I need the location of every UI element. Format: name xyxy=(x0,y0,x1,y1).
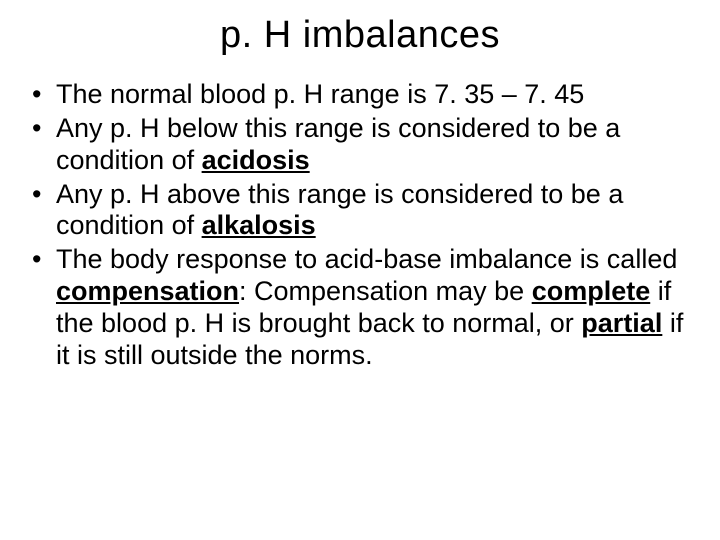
bullet-keyword: compensation xyxy=(56,276,239,306)
list-item: The normal blood p. H range is 7. 35 – 7… xyxy=(28,79,692,111)
slide: p. H imbalances The normal blood p. H ra… xyxy=(0,0,720,540)
bullet-text: Any p. H below this range is considered … xyxy=(56,113,620,175)
bullet-text: The body response to acid-base imbalance… xyxy=(56,244,677,274)
bullet-text: Any p. H above this range is considered … xyxy=(56,179,623,241)
list-item: Any p. H above this range is considered … xyxy=(28,179,692,243)
bullet-list: The normal blood p. H range is 7. 35 – 7… xyxy=(28,79,692,372)
list-item: The body response to acid-base imbalance… xyxy=(28,244,692,371)
bullet-keyword: partial xyxy=(581,308,662,338)
list-item: Any p. H below this range is considered … xyxy=(28,113,692,177)
bullet-keyword: acidosis xyxy=(202,145,310,175)
bullet-text: The normal blood p. H range is 7. 35 – 7… xyxy=(56,79,584,109)
bullet-text: : Compensation may be xyxy=(239,276,532,306)
slide-title: p. H imbalances xyxy=(28,14,692,57)
bullet-keyword: alkalosis xyxy=(202,210,316,240)
bullet-keyword: complete xyxy=(532,276,651,306)
